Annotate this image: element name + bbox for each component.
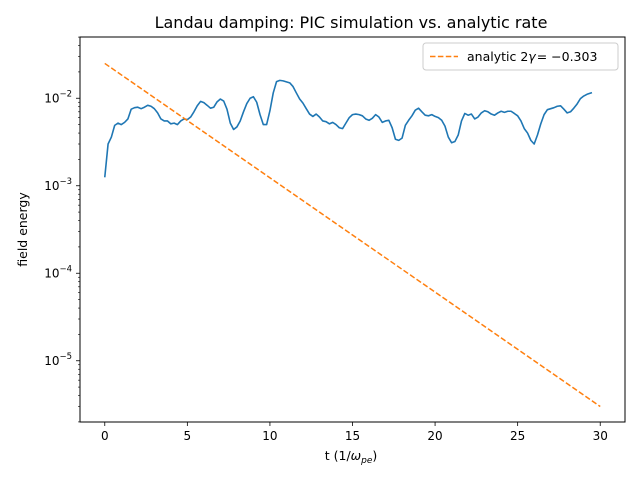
- x-axis-label-main: t (1/: [325, 448, 352, 463]
- legend-label-gamma: γ: [528, 49, 536, 64]
- legend-box: [422, 42, 619, 71]
- x-tick-label: 0: [101, 429, 109, 443]
- x-tick-label: 30: [593, 429, 608, 443]
- x-axis-label-omega: ω: [351, 448, 361, 463]
- plot-background: [80, 37, 625, 422]
- chart-title: Landau damping: PIC simulation vs. analy…: [155, 13, 548, 32]
- x-tick-label: 15: [345, 429, 360, 443]
- x-axis-label-close: ): [372, 448, 377, 463]
- x-tick-label: 25: [510, 429, 525, 443]
- x-axis-label: t (1/ωpe): [325, 448, 378, 466]
- series-line-analytic: [104, 62, 601, 408]
- y-tick-label: 10−3: [44, 177, 72, 193]
- legend-label-prefix: analytic 2: [467, 49, 528, 64]
- y-tick-label: 10−4: [44, 264, 72, 280]
- legend-label-analytic: analytic 2γ= −0.303: [467, 49, 597, 64]
- y-tick-label: 10−2: [44, 89, 72, 105]
- x-axis-ticks: 0 5 10 15 20 25 30: [101, 422, 608, 443]
- y-axis-ticks: 10−5 10−4 10−3 10−2: [44, 36, 80, 423]
- x-tick-label: 20: [427, 429, 442, 443]
- series-layer: [103, 62, 601, 408]
- y-tick-label: 10−5: [44, 352, 72, 368]
- legend-label-suffix: = −0.303: [537, 49, 598, 64]
- legend: analytic 2γ= −0.303: [422, 42, 619, 71]
- x-axis-label-subscript: pe: [360, 456, 373, 466]
- x-tick-label: 5: [184, 429, 192, 443]
- x-tick-label: 10: [262, 429, 277, 443]
- plot-area: [80, 37, 625, 422]
- y-axis-label: field energy: [15, 192, 30, 267]
